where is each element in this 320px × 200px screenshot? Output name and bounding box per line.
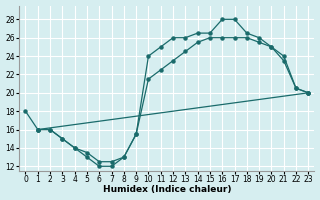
X-axis label: Humidex (Indice chaleur): Humidex (Indice chaleur): [103, 185, 231, 194]
